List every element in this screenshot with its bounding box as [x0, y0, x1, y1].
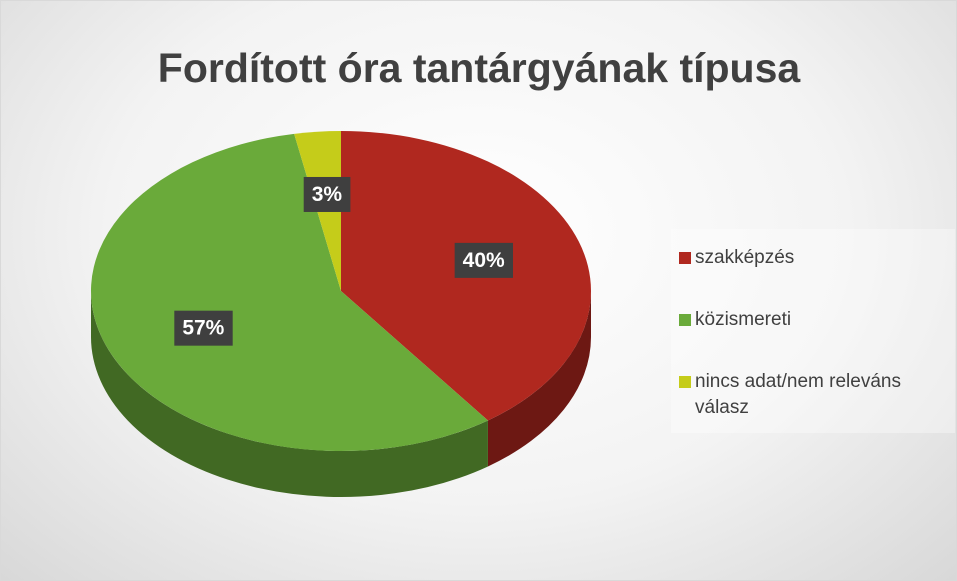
slice-side [91, 291, 488, 497]
legend-item: nincs adat/nem releváns válasz [679, 369, 947, 421]
legend-swatch [679, 376, 691, 388]
value-label: 3% [312, 183, 343, 206]
value-label-box [174, 310, 233, 346]
legend-swatch [679, 314, 691, 326]
slice [91, 133, 488, 452]
slice-side [487, 291, 591, 467]
legend-label: szakképzés [695, 247, 795, 268]
legend-item: közismereti [679, 307, 947, 333]
chart-title: Fordított óra tantárgyának típusa [158, 45, 802, 91]
legend-label: közismereti [695, 309, 792, 330]
value-label-box [303, 176, 351, 212]
legend-item: szakképzés [679, 245, 947, 271]
value-label-box [454, 242, 514, 278]
legend-label: nincs adat/nem releváns válasz [695, 371, 901, 418]
value-label: 40% [463, 249, 505, 272]
legend-swatch [679, 252, 691, 264]
legend: szakképzés közismereti nincs adat/nem rele… [671, 229, 955, 433]
value-label: 57% [182, 317, 224, 340]
